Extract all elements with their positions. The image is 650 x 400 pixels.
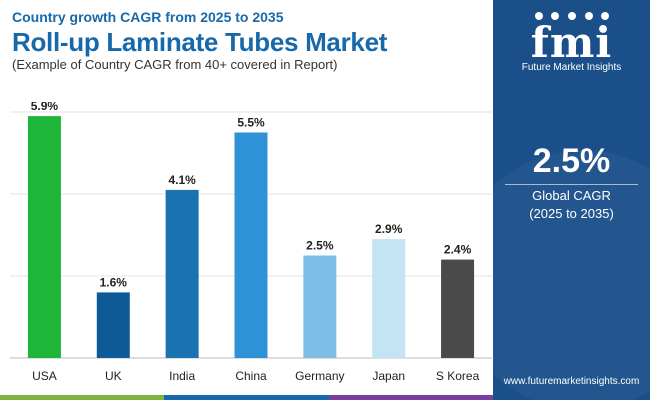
- data-label: 2.5%: [306, 239, 334, 253]
- bar-usa: [27, 116, 61, 358]
- global-cagr-label: Global CAGR: [532, 188, 611, 203]
- sidebar: fmi Future Market Insights 2.5% Global C…: [493, 0, 650, 400]
- bar-india: [165, 189, 199, 358]
- global-cagr-value: 2.5%: [532, 142, 611, 180]
- data-label: 2.9%: [375, 222, 403, 236]
- bottom-bar-purple: [328, 395, 493, 400]
- global-cagr-period: (2025 to 2035): [529, 206, 614, 221]
- logo: fmi: [530, 18, 613, 67]
- bar-japan: [372, 239, 406, 358]
- data-label: 2.4%: [444, 243, 472, 257]
- logo-dot-icon: [601, 12, 609, 20]
- sidebar-divider: [505, 184, 638, 185]
- data-label: 1.6%: [100, 275, 128, 289]
- logo-dot-icon: [585, 12, 593, 20]
- bottom-bar-green: [0, 395, 165, 400]
- data-label: 5.9%: [31, 102, 59, 113]
- logo-dot-icon: [551, 12, 559, 20]
- bar-uk: [96, 292, 130, 358]
- bar-china: [234, 132, 268, 358]
- logo-dot-icon: [535, 12, 543, 20]
- x-tick-label: UK: [105, 369, 122, 383]
- chart-subtitle: (Example of Country CAGR from 40+ covere…: [12, 57, 338, 72]
- logo-dot-icon: [568, 12, 576, 20]
- chart-supertitle: Country growth CAGR from 2025 to 2035: [12, 9, 284, 25]
- bottom-bar-blue: [164, 395, 329, 400]
- logo-icons: [535, 12, 609, 20]
- header: Country growth CAGR from 2025 to 2035 Ro…: [0, 0, 493, 78]
- data-label: 5.5%: [237, 116, 265, 130]
- x-tick-label: Japan: [372, 369, 405, 383]
- x-tick-label: S Korea: [436, 369, 480, 383]
- data-label: 4.1%: [168, 173, 196, 187]
- bar-germany: [303, 255, 337, 358]
- logo-subtitle: Future Market Insights: [521, 62, 622, 73]
- chart-panel: 5.9% USA 1.6% UK 4.1% India 5.5% China 2.5% Germa…: [10, 99, 492, 392]
- x-tick-label: China: [235, 369, 267, 383]
- bar-chart: 5.9% USA 1.6% UK 4.1% India 5.5% China 2.5% Germa…: [10, 99, 492, 383]
- chart-title: Roll-up Laminate Tubes Market: [12, 27, 388, 57]
- x-tick-label: USA: [32, 369, 57, 383]
- bar-s-korea: [441, 259, 475, 358]
- x-tick-label: Germany: [295, 369, 344, 383]
- website-link[interactable]: www.futuremarketinsights.com: [503, 376, 640, 387]
- bottom-color-bar: [0, 395, 493, 400]
- x-tick-label: India: [169, 369, 195, 383]
